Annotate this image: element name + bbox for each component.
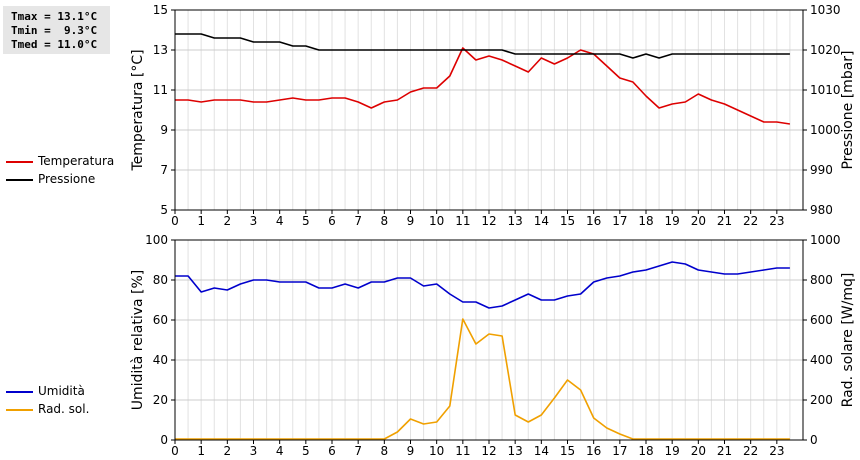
x-tick-label: 11 xyxy=(455,444,470,458)
x-tick-label: 4 xyxy=(276,214,284,228)
x-tick-label: 6 xyxy=(328,214,336,228)
legend-swatch-pressione xyxy=(6,179,33,181)
legend-swatch-radsol xyxy=(6,409,33,411)
x-tick-label: 18 xyxy=(638,444,653,458)
x-tick-label: 2 xyxy=(224,214,232,228)
y-tick-label-left: 60 xyxy=(153,313,168,327)
x-tick-label: 12 xyxy=(481,214,496,228)
x-tick-label: 12 xyxy=(481,444,496,458)
legend-label-radsol: Rad. sol. xyxy=(38,402,90,416)
x-tick-label: 19 xyxy=(665,444,680,458)
y-tick-label-right: 800 xyxy=(810,273,833,287)
x-tick-label: 5 xyxy=(302,214,310,228)
y-tick-label-right: 400 xyxy=(810,353,833,367)
series-line-rad-sol xyxy=(175,318,790,440)
x-tick-label: 23 xyxy=(769,444,784,458)
series-line-temperatura xyxy=(175,47,791,125)
x-tick-label: 19 xyxy=(665,214,680,228)
x-tick-label: 0 xyxy=(171,444,179,458)
y-axis-label-left: Umidità relativa [%] xyxy=(130,270,146,411)
x-tick-label: 1 xyxy=(197,214,205,228)
x-tick-label: 7 xyxy=(354,214,362,228)
legend-swatch-temperatura xyxy=(6,161,33,163)
x-tick-label: 8 xyxy=(381,444,389,458)
y-tick-label-left: 100 xyxy=(145,233,168,247)
y-tick-label-left: 15 xyxy=(153,3,168,17)
legend-label-pressione: Pressione xyxy=(38,172,96,186)
legend-label-temperatura: Temperatura xyxy=(38,154,115,168)
x-tick-label: 22 xyxy=(743,214,758,228)
x-tick-label: 13 xyxy=(508,444,523,458)
x-tick-label: 3 xyxy=(250,214,258,228)
y-tick-label-left: 40 xyxy=(153,353,168,367)
series-line-pressione xyxy=(175,33,790,59)
stat-tmax: Tmax = 13.1°C xyxy=(11,10,98,23)
x-tick-label: 14 xyxy=(534,444,549,458)
stat-tmed: Tmed = 11.0°C xyxy=(11,38,98,51)
x-tick-label: 21 xyxy=(717,214,732,228)
x-tick-label: 8 xyxy=(381,214,389,228)
legend-label-umidita: Umidità xyxy=(38,384,85,398)
x-tick-label: 0 xyxy=(171,214,179,228)
y-tick-label-right: 200 xyxy=(810,393,833,407)
x-tick-label: 15 xyxy=(560,214,575,228)
x-tick-label: 10 xyxy=(429,214,444,228)
x-tick-label: 10 xyxy=(429,444,444,458)
stat-tmin: Tmin = 9.3°C xyxy=(11,24,98,37)
legend-swatch-umidita xyxy=(6,391,33,393)
series-line-umidit xyxy=(175,261,790,309)
x-tick-label: 13 xyxy=(508,214,523,228)
y-axis-label-right: Rad. solare [W/mq] xyxy=(840,273,856,408)
y-tick-label-left: 5 xyxy=(160,203,168,217)
y-tick-label-right: 1000 xyxy=(810,123,841,137)
x-tick-label: 17 xyxy=(612,444,627,458)
x-tick-label: 18 xyxy=(638,214,653,228)
x-tick-label: 21 xyxy=(717,444,732,458)
y-tick-label-right: 1030 xyxy=(810,3,841,17)
x-tick-label: 6 xyxy=(328,444,336,458)
y-tick-label-right: 1020 xyxy=(810,43,841,57)
x-tick-label: 20 xyxy=(691,444,706,458)
y-tick-label-right: 0 xyxy=(810,433,818,447)
y-tick-label-left: 20 xyxy=(153,393,168,407)
x-tick-label: 5 xyxy=(302,444,310,458)
stats-box: Tmax = 13.1°C Tmin = 9.3°C Tmed = 11.0°C xyxy=(3,6,110,54)
chart-panel-0: 0 1 2 3 4 5 6 7 8 9 10 11 12 13 14 15 16 17 18 19 20 21 22 2357… xyxy=(130,3,856,228)
y-tick-label-left: 9 xyxy=(160,123,168,137)
y-tick-label-right: 990 xyxy=(810,163,833,177)
y-axis-label-right: Pressione [mbar] xyxy=(840,50,856,169)
y-tick-label-left: 7 xyxy=(160,163,168,177)
x-tick-label: 17 xyxy=(612,214,627,228)
x-tick-label: 4 xyxy=(276,444,284,458)
y-tick-label-left: 80 xyxy=(153,273,168,287)
y-tick-label-left: 11 xyxy=(153,83,168,97)
y-tick-label-right: 980 xyxy=(810,203,833,217)
x-tick-label: 9 xyxy=(407,214,415,228)
y-axis-label-left: Temperatura [°C] xyxy=(130,49,146,171)
y-tick-label-right: 600 xyxy=(810,313,833,327)
y-tick-label-left: 0 xyxy=(160,433,168,447)
x-tick-label: 3 xyxy=(250,444,258,458)
x-tick-label: 16 xyxy=(586,214,601,228)
x-tick-label: 22 xyxy=(743,444,758,458)
y-tick-label-left: 13 xyxy=(153,43,168,57)
x-tick-label: 2 xyxy=(224,444,232,458)
x-tick-label: 7 xyxy=(354,444,362,458)
x-tick-label: 15 xyxy=(560,444,575,458)
chart-panel-1: 0 1 2 3 4 5 6 7 8 9 10 11 12 13 14 15 16 17 18 19 20 21 22 2302… xyxy=(130,233,856,458)
x-tick-label: 23 xyxy=(769,214,784,228)
x-tick-label: 11 xyxy=(455,214,470,228)
y-tick-label-right: 1010 xyxy=(810,83,841,97)
x-tick-label: 1 xyxy=(197,444,205,458)
x-tick-label: 9 xyxy=(407,444,415,458)
y-tick-label-right: 1000 xyxy=(810,233,841,247)
x-tick-label: 14 xyxy=(534,214,549,228)
x-tick-label: 20 xyxy=(691,214,706,228)
x-tick-label: 16 xyxy=(586,444,601,458)
